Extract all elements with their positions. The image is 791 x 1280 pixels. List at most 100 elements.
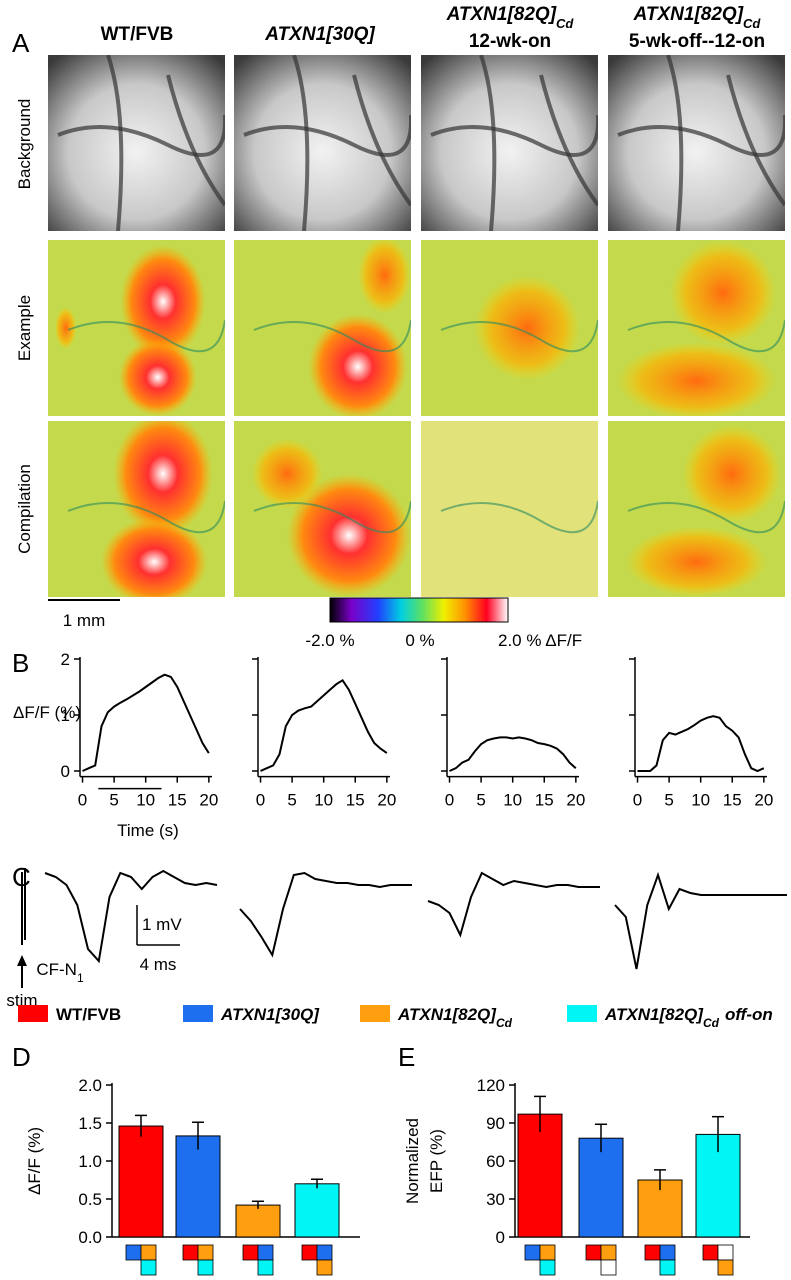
x-tick-label: 0 bbox=[256, 791, 265, 810]
legend-label: ATXN1[82Q]Cd bbox=[397, 1005, 513, 1030]
comparison-icon bbox=[659, 1259, 676, 1276]
comparison-icon bbox=[702, 1244, 719, 1261]
activity-blob bbox=[682, 424, 782, 524]
image-background bbox=[234, 55, 411, 231]
panel-label: E bbox=[398, 1042, 415, 1072]
x-axis-label: Time (s) bbox=[117, 821, 179, 840]
activity-blob bbox=[357, 240, 411, 314]
x-tick-label: 5 bbox=[476, 791, 485, 810]
scale-bar-label: 4 ms bbox=[140, 955, 177, 974]
comparison-icon bbox=[301, 1244, 318, 1261]
header-name: ATXN1[30Q] bbox=[264, 24, 375, 45]
x-tick-label: 10 bbox=[691, 791, 710, 810]
x-tick-label: 20 bbox=[377, 791, 396, 810]
image-cell bbox=[421, 421, 598, 597]
legend-label: WT/FVB bbox=[56, 1005, 121, 1024]
column-subheader: 5-wk-off--12-on bbox=[629, 31, 765, 52]
comparison-icon bbox=[257, 1244, 274, 1261]
scale-bar-label: 1 mV bbox=[142, 915, 182, 934]
panel-label: B bbox=[12, 648, 29, 678]
activity-blob bbox=[55, 306, 77, 350]
column-subheader: 12-wk-on bbox=[469, 31, 551, 52]
comparison-icon bbox=[644, 1244, 661, 1261]
column-header: ATXN1[82Q]Cd bbox=[633, 4, 762, 31]
vessel bbox=[666, 55, 684, 231]
comparison-icon bbox=[197, 1259, 214, 1276]
activity-blob bbox=[251, 438, 323, 509]
y-tick-label: 2.0 bbox=[78, 1076, 102, 1095]
vessel bbox=[430, 115, 598, 157]
bar bbox=[235, 1204, 281, 1238]
image-background bbox=[608, 55, 785, 231]
y-tick-label: 1 bbox=[61, 706, 70, 725]
y-axis-label: ΔF/F (%) bbox=[13, 703, 81, 722]
comparison-icon bbox=[140, 1244, 157, 1261]
vessel bbox=[253, 319, 411, 353]
legend-swatch bbox=[183, 1005, 213, 1022]
y-tick-label: 1.0 bbox=[78, 1152, 102, 1171]
x-tick-label: 15 bbox=[346, 791, 365, 810]
vessel bbox=[106, 55, 124, 231]
y-axis-label: EFP (%) bbox=[427, 1129, 446, 1193]
activity-blob bbox=[101, 517, 208, 597]
y-tick-label: 90 bbox=[486, 1114, 505, 1133]
panel-label: D bbox=[12, 1042, 31, 1072]
legend-label: ATXN1[82Q]Cd off-on bbox=[604, 1005, 773, 1030]
vessel bbox=[243, 115, 411, 157]
stim-arrowhead bbox=[17, 955, 27, 966]
legend-name: ATXN1[30Q] bbox=[220, 1005, 320, 1024]
activity-blob bbox=[120, 245, 206, 358]
comparison-icon bbox=[197, 1244, 214, 1261]
y-tick-label: 0 bbox=[61, 762, 70, 781]
y-tick-label: 2 bbox=[61, 650, 70, 669]
image-cell bbox=[421, 55, 598, 231]
vessel bbox=[352, 74, 411, 207]
comparison-icon bbox=[600, 1259, 617, 1276]
comparison-icon bbox=[257, 1259, 274, 1276]
header-name: ATXN1[82Q] bbox=[633, 4, 744, 25]
legend-name: ATXN1[82Q] bbox=[604, 1005, 704, 1024]
efp-trace bbox=[614, 871, 787, 970]
activity-blob bbox=[669, 240, 777, 346]
x-tick-label: 0 bbox=[78, 791, 87, 810]
activity-blob bbox=[474, 275, 581, 381]
image-cell bbox=[421, 240, 598, 416]
row-label: Compilation bbox=[15, 464, 34, 554]
annotation: CF-N1 bbox=[36, 960, 84, 985]
trace bbox=[260, 678, 388, 772]
efp-trace bbox=[44, 869, 218, 964]
column-header: WT/FVB bbox=[101, 24, 174, 45]
image-cell bbox=[608, 421, 785, 597]
vessel bbox=[627, 319, 785, 353]
colorbar bbox=[329, 597, 509, 623]
scale-bar-label: 1 mm bbox=[63, 611, 106, 630]
activity-blob bbox=[616, 342, 777, 416]
x-tick-label: 10 bbox=[136, 791, 155, 810]
colorbar-label: 0 % bbox=[405, 631, 434, 650]
y-axis-label: ΔF/F (%) bbox=[25, 1127, 44, 1195]
x-tick-label: 0 bbox=[633, 791, 642, 810]
bar bbox=[578, 1137, 624, 1238]
comparison-icon bbox=[316, 1259, 333, 1276]
colorbar-label: 2.0 % ΔF/F bbox=[498, 631, 582, 650]
y-tick-label: 0.5 bbox=[78, 1190, 102, 1209]
bar bbox=[517, 1113, 563, 1238]
row-label: Background bbox=[15, 99, 34, 190]
x-tick-label: 10 bbox=[503, 791, 522, 810]
column-header: ATXN1[30Q] bbox=[264, 24, 375, 45]
image-background bbox=[48, 55, 225, 231]
legend-name: WT/FVB bbox=[56, 1005, 121, 1024]
vessel bbox=[617, 115, 785, 157]
y-tick-label: 30 bbox=[486, 1190, 505, 1209]
image-cell bbox=[48, 55, 225, 231]
comparison-icon bbox=[539, 1244, 556, 1261]
legend-label: ATXN1[30Q] bbox=[220, 1005, 320, 1024]
x-tick-label: 10 bbox=[314, 791, 333, 810]
x-tick-label: 15 bbox=[723, 791, 742, 810]
comparison-icon bbox=[140, 1259, 157, 1276]
comparison-icon bbox=[182, 1244, 199, 1261]
activity-blob bbox=[287, 473, 411, 597]
colorbar-label: -2.0 % bbox=[305, 631, 354, 650]
activity-blob bbox=[625, 526, 768, 597]
vessel bbox=[253, 500, 411, 534]
